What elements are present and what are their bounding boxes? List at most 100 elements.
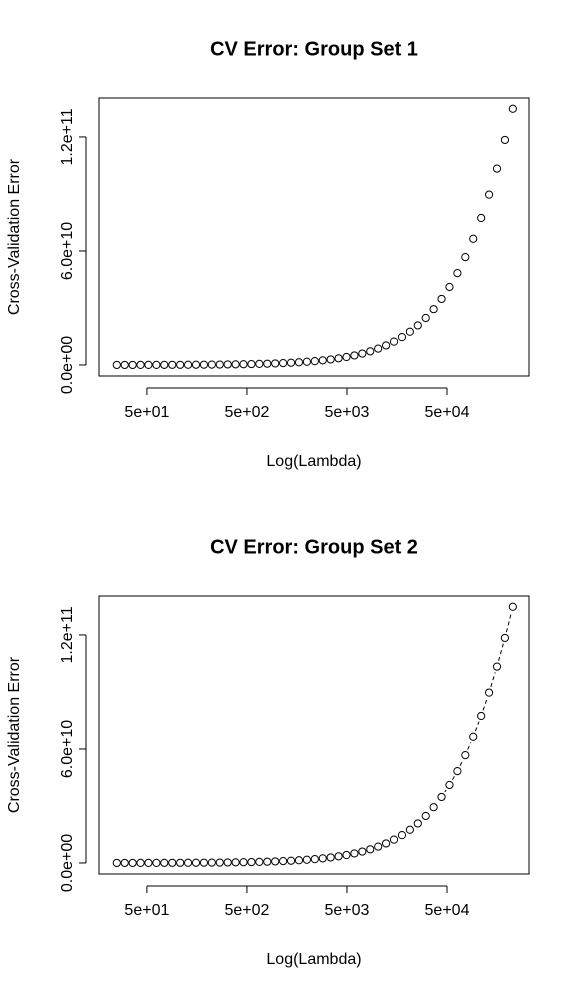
point <box>429 803 438 812</box>
x-tick-label: 5e+03 <box>325 902 370 919</box>
y-tick-label: 6.0e+10 <box>59 720 76 778</box>
point <box>453 269 462 278</box>
connector <box>505 612 512 633</box>
point <box>318 854 327 863</box>
y-tick-label: 6.0e+10 <box>59 222 76 280</box>
x-tick-label: 5e+01 <box>124 404 169 421</box>
connector <box>498 643 504 661</box>
point <box>128 360 137 370</box>
point <box>382 341 391 350</box>
point <box>294 856 304 865</box>
point <box>374 344 383 353</box>
point <box>271 857 280 866</box>
point <box>239 360 248 369</box>
point <box>168 360 177 369</box>
point <box>326 355 335 364</box>
point <box>255 857 264 866</box>
y-axis-title: Cross-Validation Error <box>6 158 23 315</box>
point <box>334 852 343 861</box>
point <box>508 104 517 113</box>
point <box>358 847 367 856</box>
point <box>461 751 470 760</box>
point <box>437 294 446 304</box>
point <box>207 858 216 867</box>
point <box>152 858 161 867</box>
point <box>421 811 430 821</box>
point <box>389 835 399 844</box>
point <box>239 858 248 867</box>
point <box>120 858 129 868</box>
point <box>477 711 486 721</box>
connector <box>459 760 464 766</box>
point <box>429 305 438 314</box>
point <box>136 858 145 868</box>
chart-title: CV Error: Group Set 1 <box>210 38 418 60</box>
point <box>176 360 185 369</box>
x-axis-title: Log(Lambda) <box>266 453 361 470</box>
point <box>271 359 280 368</box>
point <box>231 858 240 867</box>
point <box>500 135 510 145</box>
point <box>302 855 311 864</box>
point <box>397 831 407 840</box>
point <box>469 732 478 741</box>
point <box>247 857 256 867</box>
point <box>191 858 201 867</box>
point <box>247 359 256 369</box>
chart: CV Error: Group Set 1 5e+01 5e+02 5e+03 5e+0… <box>6 38 530 470</box>
point <box>207 360 216 369</box>
point <box>231 360 240 369</box>
point <box>413 321 422 330</box>
point <box>152 360 161 369</box>
x-tick-label: 5e+04 <box>425 902 470 919</box>
point <box>421 313 430 323</box>
point <box>279 359 288 368</box>
x-tick-label: 5e+04 <box>425 404 470 421</box>
point <box>168 858 177 867</box>
plot-box <box>98 97 530 377</box>
point <box>461 253 470 262</box>
point <box>492 662 502 671</box>
y-tick-label: 0.0e+00 <box>59 336 76 394</box>
y-axis-title: Cross-Validation Error <box>6 656 23 813</box>
point <box>484 190 494 199</box>
plot-box <box>98 595 530 875</box>
x-tick-label: 5e+01 <box>124 902 169 919</box>
point <box>397 333 407 342</box>
point <box>477 213 486 223</box>
point <box>176 858 185 867</box>
point <box>183 858 193 867</box>
point <box>445 282 454 292</box>
point <box>128 858 137 868</box>
point <box>413 819 422 828</box>
chart: CV Error: Group Set 2 5e+01 5e+02 5e+03 5e+0… <box>6 536 530 968</box>
x-tick-label: 5e+03 <box>325 404 370 421</box>
point <box>310 357 319 366</box>
point <box>358 349 367 358</box>
connector <box>474 721 480 732</box>
point <box>382 839 391 848</box>
y-tick-label: 1.2e+11 <box>59 108 76 165</box>
point <box>484 688 494 697</box>
point <box>160 360 169 369</box>
point <box>350 351 359 360</box>
point <box>136 360 145 370</box>
point <box>437 792 446 802</box>
point <box>492 164 502 173</box>
point <box>445 780 454 790</box>
x-axis-title: Log(Lambda) <box>266 951 361 968</box>
connector <box>467 742 472 750</box>
point <box>286 358 296 367</box>
point <box>366 845 375 854</box>
point <box>350 849 359 858</box>
point <box>294 358 304 367</box>
point <box>453 767 462 776</box>
connector <box>490 672 496 688</box>
point <box>112 858 121 868</box>
point <box>263 359 272 368</box>
chart-title: CV Error: Group Set 2 <box>210 536 418 558</box>
point <box>112 360 121 370</box>
point <box>223 858 232 867</box>
point <box>326 853 335 862</box>
